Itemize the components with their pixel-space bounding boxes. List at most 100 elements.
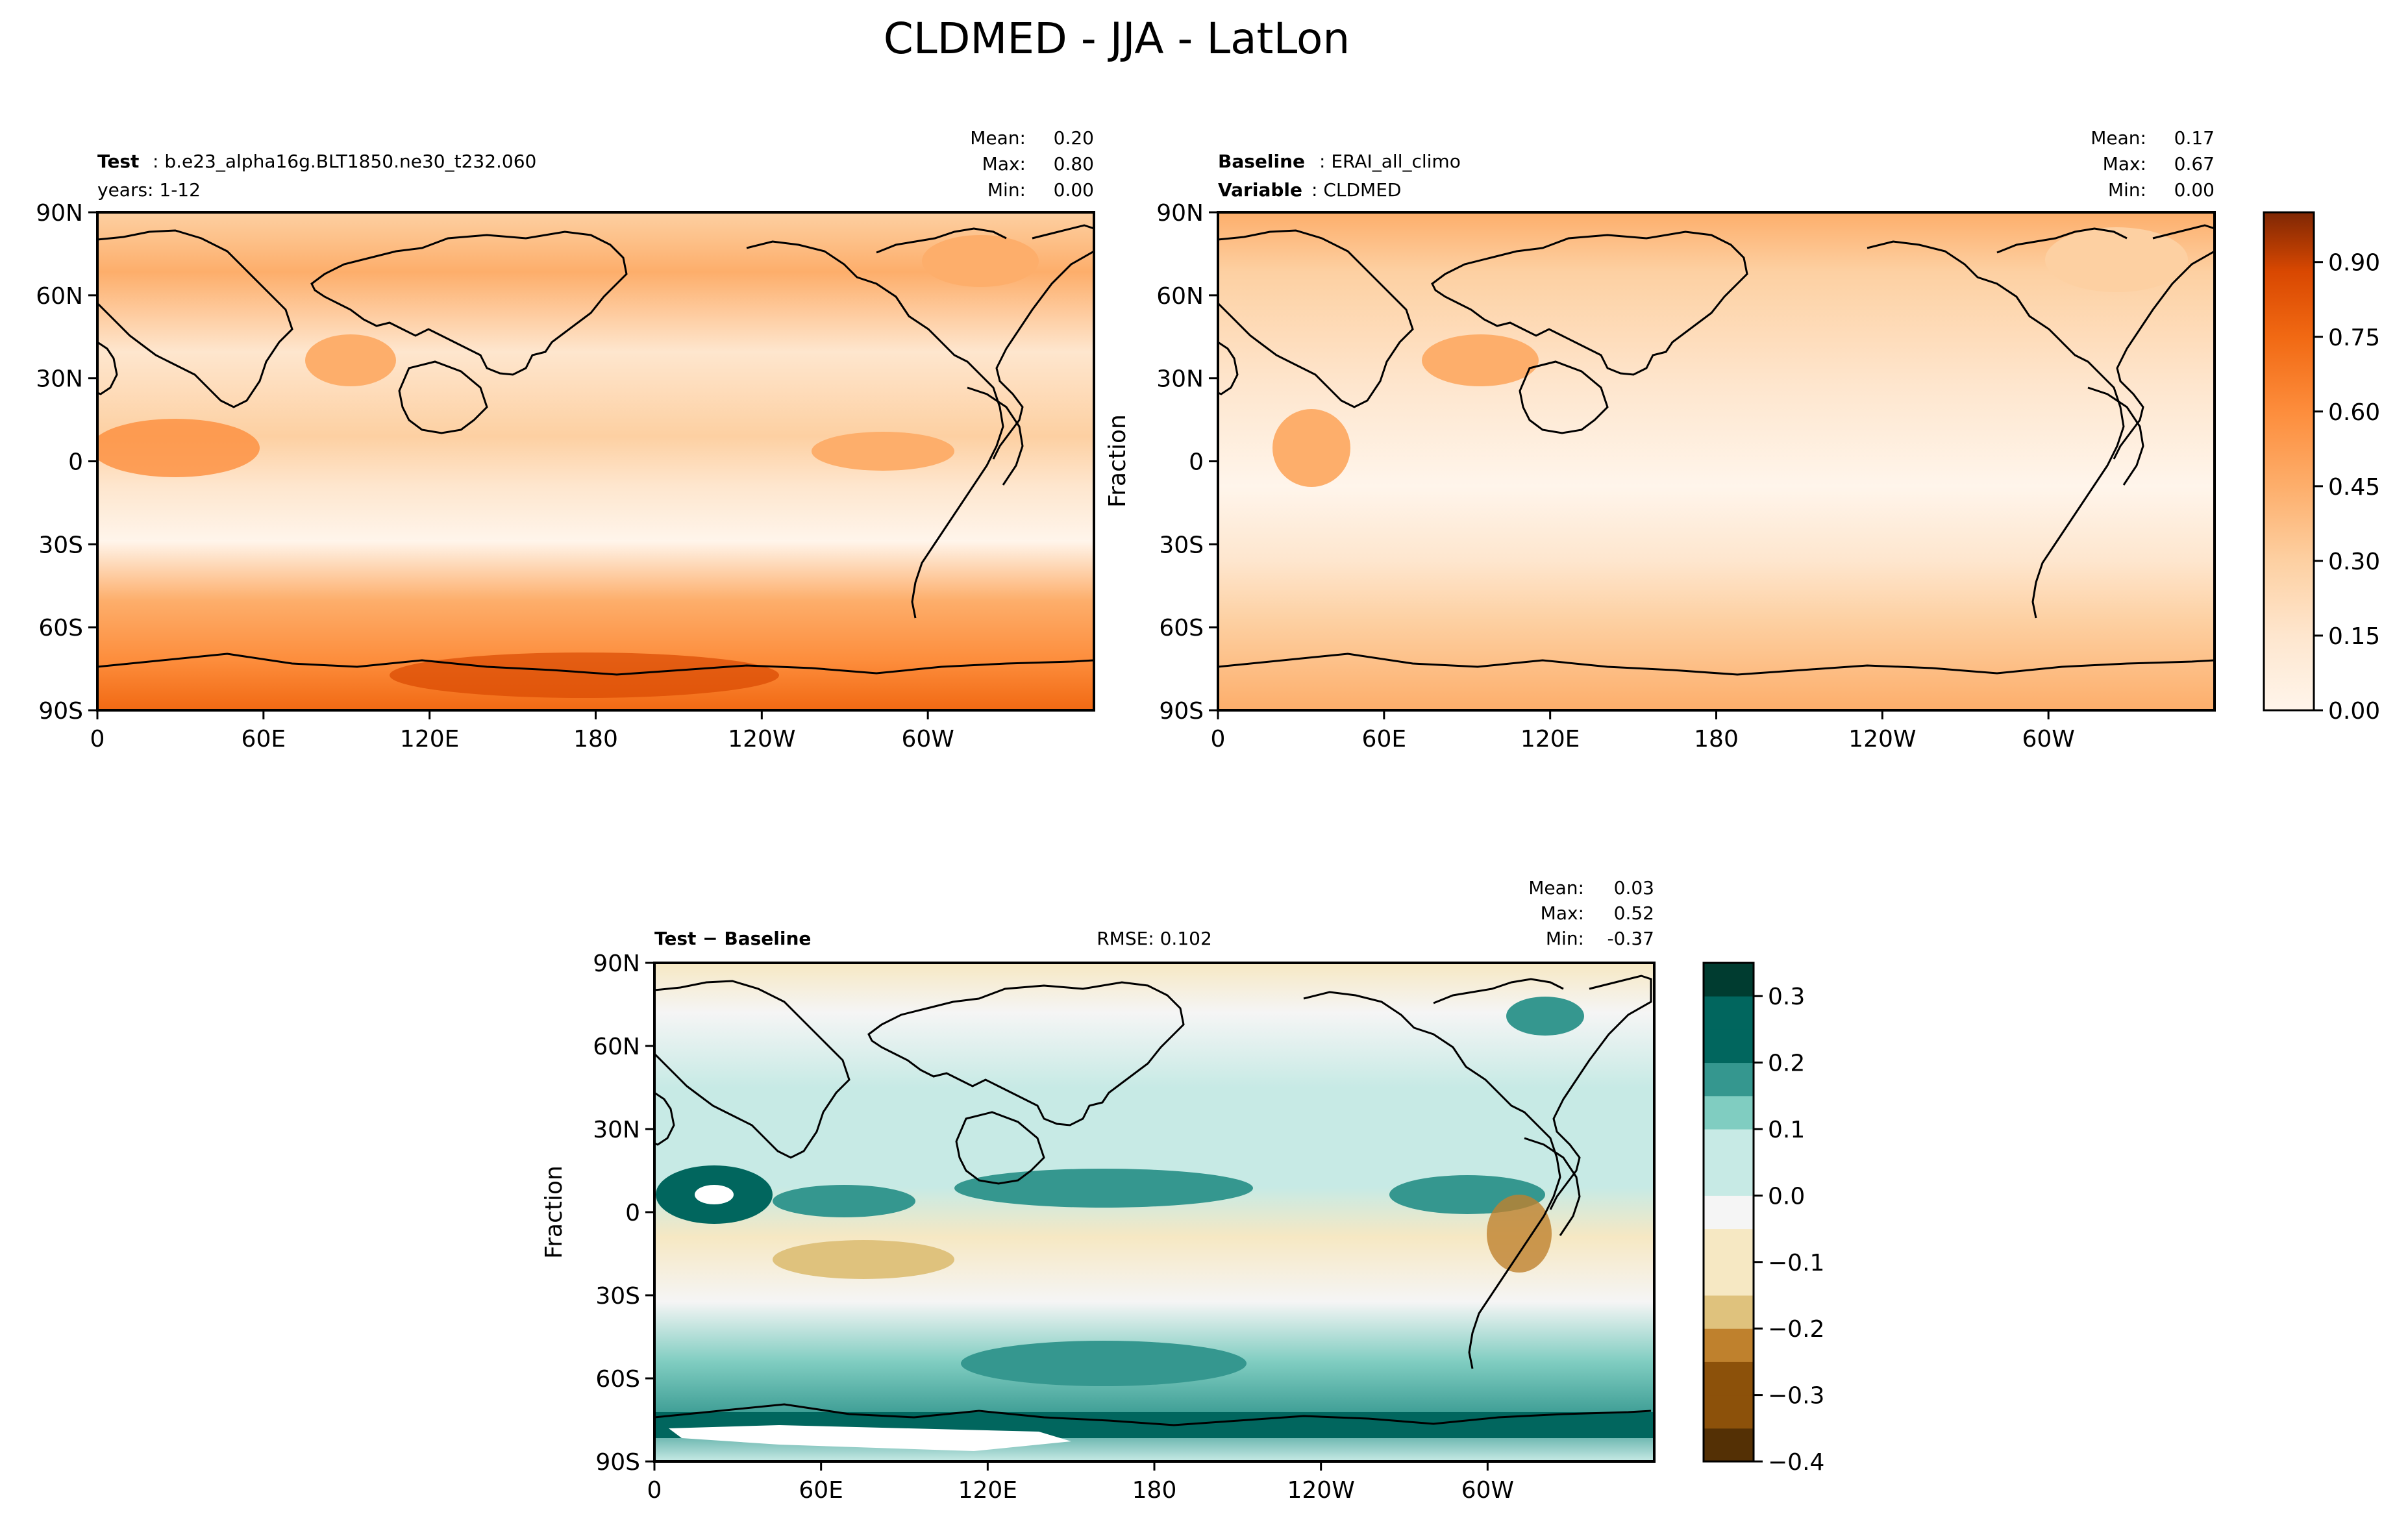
baseline-axes: 0 60E 120E 180 120W 60W 90N 60N 30N 0 30S 60S 90S (1156, 200, 2075, 752)
colorbar-oranges-tick-label: 0.00 (2328, 698, 2380, 725)
baseline-label-value: : ERAI_all_climo (1319, 151, 1461, 172)
colorbar-brbg: 0.3 0.2 0.1 0.0 −0.1 −0.2 −0.3 −0.4 (1702, 962, 1824, 1476)
panel-diff: Test − Baseline RMSE: 0.102 Mean: 0.03 M… (541, 877, 1656, 1504)
baseline-mean-label: Mean: (2091, 127, 2146, 149)
colorbar-brbg-level (1704, 1395, 1754, 1429)
test-ytick-label: 60S (38, 615, 83, 641)
baseline-xtick-label: 0 (1211, 726, 1226, 752)
baseline-xtick-label: 60E (1362, 726, 1407, 752)
baseline-xtick-label: 180 (1694, 726, 1739, 752)
colorbar-brbg-tick-label: 0.1 (1768, 1117, 1805, 1143)
baseline-ytick-label: 90S (1159, 698, 1204, 725)
test-xtick-label: 0 (90, 726, 105, 752)
colorbar-brbg-level (1704, 1328, 1754, 1362)
panel-baseline: Baseline : ERAI_all_climo Variable : CLD… (1104, 127, 2216, 752)
colorbar-brbg-tick-label: −0.2 (1768, 1316, 1824, 1343)
test-xtick-label: 120E (400, 726, 459, 752)
baseline-xtick-label: 120W (1848, 726, 1916, 752)
test-mean: 0.20 (1054, 127, 1094, 149)
diff-xtick-label: 180 (1132, 1477, 1177, 1504)
colorbar-brbg-level (1704, 963, 1754, 997)
colorbar-brbg-level (1704, 996, 1754, 1030)
colorbar-oranges-tick-label: 0.60 (2328, 399, 2380, 426)
variable-label-bold: Variable (1218, 179, 1302, 201)
colorbar-brbg-level (1704, 1195, 1754, 1230)
baseline-ytick-label: 30S (1159, 532, 1204, 558)
test-ytick-label: 90N (36, 200, 83, 227)
diff-axes: 0 60E 120E 180 120W 60W 90N 60N 30N 0 30S 60S 90S (593, 951, 1514, 1504)
colorbar-brbg-tick-label: −0.4 (1768, 1449, 1824, 1476)
test-min-label: Min: (987, 179, 1026, 201)
diff-ytick-label: 90S (595, 1449, 640, 1476)
colorbar-brbg-level (1704, 1428, 1754, 1462)
baseline-max-label: Max: (2103, 153, 2146, 175)
baseline-map (1218, 212, 2215, 710)
colorbar-oranges: 0.00 0.15 0.30 0.45 0.60 0.75 0.90 (2263, 211, 2380, 725)
baseline-ytick-label: 60N (1156, 283, 1204, 310)
test-xtick-label: 60E (242, 726, 286, 752)
diff-rmse: RMSE: 0.102 (1097, 928, 1212, 949)
diff-min: -0.37 (1607, 928, 1654, 949)
baseline-min-label: Min: (2108, 179, 2146, 201)
test-mean-label: Mean: (970, 127, 1026, 149)
baseline-ytick-label: 30N (1156, 366, 1204, 393)
baseline-ytick-label: 60S (1159, 615, 1204, 641)
test-ytick-label: 90S (38, 698, 83, 725)
baseline-ytick-label: 0 (1189, 449, 1204, 476)
variable-label-value: : CLDMED (1311, 179, 1401, 201)
colorbar-brbg-level (1704, 1361, 1754, 1396)
colorbar-brbg-level (1704, 1295, 1754, 1329)
baseline-ytick-label: 90N (1156, 200, 1204, 227)
colorbar-brbg-level (1704, 1162, 1754, 1196)
test-xtick-label: 120W (728, 726, 795, 752)
diff-ytick-label: 90N (593, 951, 640, 977)
test-ytick-label: 60N (36, 283, 83, 310)
colorbar-brbg-tick-label: 0.0 (1768, 1183, 1805, 1210)
colorbar-brbg-blocks (1704, 963, 1754, 1462)
diff-xtick-label: 120W (1287, 1477, 1355, 1504)
test-map (97, 212, 1094, 710)
test-ytick-label: 30S (38, 532, 83, 558)
baseline-max: 0.67 (2174, 153, 2215, 175)
colorbar-brbg-ticks: 0.3 0.2 0.1 0.0 −0.1 −0.2 −0.3 −0.4 (1754, 984, 1824, 1476)
diff-map (654, 963, 1654, 1461)
test-axes: 0 60E 120E 180 120W 60W 90N 60N 30N 0 30S 60S 90S (36, 200, 954, 752)
diff-ytick-label: 30N (593, 1117, 640, 1143)
figure-title: CLDMED - JJA - LatLon (884, 14, 1350, 64)
test-max: 0.80 (1054, 153, 1094, 175)
test-min: 0.00 (1054, 179, 1094, 201)
colorbar-oranges-tick-label: 0.75 (2328, 325, 2380, 351)
colorbar-oranges-tick-label: 0.90 (2328, 250, 2380, 277)
colorbar-brbg-level (1704, 1129, 1754, 1163)
diff-ytick-label: 60S (595, 1366, 640, 1393)
colorbar-brbg-level (1704, 1029, 1754, 1063)
colorbar-brbg-tick-label: −0.1 (1768, 1250, 1824, 1276)
diff-xtick-label: 60W (1461, 1477, 1514, 1504)
test-ytick-label: 0 (68, 449, 83, 476)
colorbar-brbg-tick-label: 0.3 (1768, 984, 1805, 1010)
diff-ytick-label: 30S (595, 1283, 640, 1310)
colorbar-oranges-tick-label: 0.15 (2328, 623, 2380, 650)
diff-xtick-label: 120E (958, 1477, 1017, 1504)
test-max-label: Max: (982, 153, 1026, 175)
colorbar-brbg-level (1704, 1062, 1754, 1097)
baseline-xtick-label: 120E (1521, 726, 1580, 752)
colorbar-oranges-tick-label: 0.45 (2328, 474, 2380, 501)
diff-xtick-label: 60E (799, 1477, 843, 1504)
diff-min-label: Min: (1546, 928, 1584, 949)
diff-label-bold: Test − Baseline (654, 928, 811, 949)
colorbar-brbg-level (1704, 1228, 1754, 1263)
baseline-min: 0.00 (2174, 179, 2215, 201)
diff-max: 0.52 (1614, 902, 1654, 924)
test-ytick-label: 30N (36, 366, 83, 393)
test-label-value: : b.e23_alpha16g.BLT1850.ne30_t232.060 (153, 151, 536, 172)
baseline-ylabel: Fraction (1104, 414, 1131, 508)
test-label-bold: Test (97, 151, 139, 172)
colorbar-oranges-tick-label: 0.30 (2328, 549, 2380, 575)
baseline-mean: 0.17 (2174, 127, 2215, 149)
colorbar-brbg-tick-label: 0.2 (1768, 1050, 1805, 1077)
panel-test: Test : b.e23_alpha16g.BLT1850.ne30_t232.… (36, 127, 1095, 752)
colorbar-oranges-ticks: 0.00 0.15 0.30 0.45 0.60 0.75 0.90 (2314, 250, 2380, 725)
test-xtick-label: 60W (901, 726, 954, 752)
